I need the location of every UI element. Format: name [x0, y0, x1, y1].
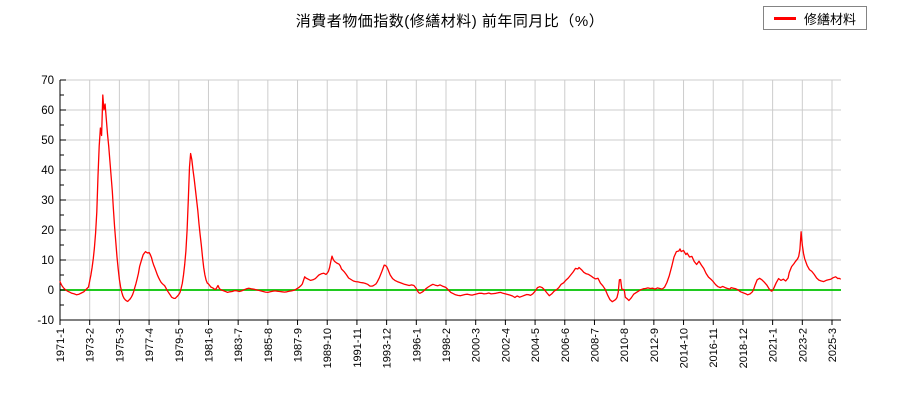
series-line [59, 94, 841, 303]
y-tick-label: -10 [37, 315, 54, 327]
x-tick-label: 1987-9 [293, 328, 305, 362]
x-tick-label: 2002-4 [500, 328, 512, 362]
y-tick-label: 40 [41, 165, 54, 177]
x-tick-label: 1971-1 [55, 328, 67, 362]
x-tick-label: 1973-2 [85, 328, 97, 362]
x-tick-label: 2000-3 [471, 328, 483, 362]
x-tick-label: 1989-10 [322, 328, 334, 368]
x-tick-label: 1996-1 [411, 328, 423, 362]
x-tick-label: 2006-6 [560, 328, 572, 362]
y-tick-label: 50 [41, 135, 54, 147]
x-tick-label: 1977-4 [144, 328, 156, 362]
legend-line-sample-icon [774, 16, 796, 20]
x-tick-label: 2021-1 [768, 328, 780, 362]
x-tick-label: 2004-5 [530, 328, 542, 362]
x-tick-label: 1991-11 [352, 328, 364, 368]
x-tick-label: 2016-11 [708, 328, 720, 368]
x-tick-label: 1993-12 [382, 328, 394, 368]
legend-label: 修繕材料 [804, 11, 857, 27]
x-tick-label: 2025-3 [827, 328, 839, 362]
x-tick-label: 2008-7 [589, 328, 601, 362]
y-tick-label: 20 [41, 225, 54, 237]
y-tick-label: 70 [41, 75, 54, 87]
x-tick-label: 1979-5 [174, 328, 186, 362]
y-tick-label: 0 [48, 285, 54, 297]
x-tick-label: 2014-10 [679, 328, 691, 368]
chart-title: 消費者物価指数(修繕材料) 前年同月比（%） [295, 13, 605, 30]
x-tick-label: 2018-12 [738, 328, 750, 368]
x-tick-label: 2010-8 [619, 328, 631, 362]
x-tick-label: 2023-2 [797, 328, 809, 362]
y-tick-label: 30 [41, 195, 54, 207]
x-tick-label: 1981-6 [203, 328, 215, 362]
x-tick-label: 1998-2 [441, 328, 453, 362]
x-tick-label: 1975-3 [114, 328, 126, 362]
x-tick-label: 2012-9 [649, 328, 661, 362]
x-tick-label: 1983-7 [233, 328, 245, 362]
y-tick-label: 10 [41, 255, 54, 267]
legend-box: 修繕材料 [763, 6, 868, 30]
x-tick-label: 1985-8 [263, 328, 275, 362]
y-tick-label: 60 [41, 105, 54, 117]
